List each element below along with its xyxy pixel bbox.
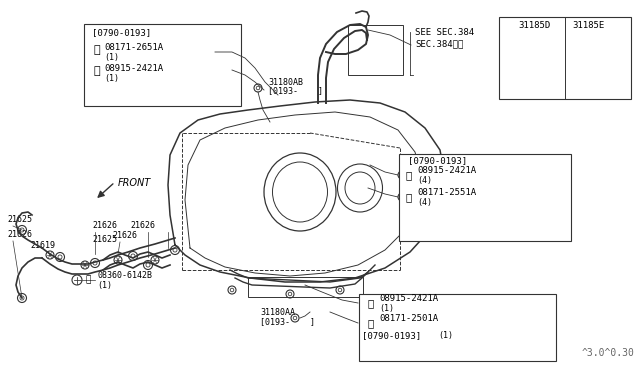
Text: Ⓑ: Ⓑ [368, 318, 374, 328]
Text: Ⓢ: Ⓢ [86, 276, 92, 285]
Text: [0193-    ]: [0193- ] [442, 224, 497, 233]
Text: Ⓑ: Ⓑ [406, 192, 412, 202]
Text: (1): (1) [97, 281, 112, 290]
Text: SEE SEC.384: SEE SEC.384 [415, 28, 474, 37]
Text: (1): (1) [104, 53, 119, 62]
Text: 21626: 21626 [7, 230, 32, 239]
Text: 08915-2421A: 08915-2421A [417, 166, 476, 175]
Text: Ⓑ: Ⓑ [93, 45, 100, 55]
Text: ^3.0^0.30: ^3.0^0.30 [582, 348, 635, 358]
Text: 31180AB: 31180AB [268, 78, 303, 87]
Bar [348, 25, 403, 75]
Text: Ⓑ: Ⓑ [93, 66, 100, 76]
Text: (1): (1) [438, 331, 453, 340]
Text: 08171-2501A: 08171-2501A [379, 314, 438, 323]
Text: 08915-2421A: 08915-2421A [379, 294, 438, 303]
Text: (4): (4) [417, 198, 432, 207]
FancyBboxPatch shape [399, 154, 571, 241]
Text: SEC.384参照: SEC.384参照 [415, 39, 463, 48]
Text: 08171-2651A: 08171-2651A [104, 43, 163, 52]
Text: 21626: 21626 [112, 231, 137, 240]
FancyBboxPatch shape [499, 17, 631, 99]
Text: (1): (1) [379, 304, 394, 313]
Text: 21626: 21626 [130, 221, 155, 230]
Text: 08171-2551A: 08171-2551A [417, 188, 476, 197]
Text: Ⓜ: Ⓜ [406, 170, 412, 180]
Text: [0790-0193]: [0790-0193] [362, 331, 421, 340]
Text: [0790-0193]: [0790-0193] [92, 28, 151, 37]
Text: 31180AA: 31180AA [260, 308, 295, 317]
FancyBboxPatch shape [359, 294, 556, 361]
Text: [0193-    ]: [0193- ] [260, 317, 315, 326]
Text: [0790-0193]: [0790-0193] [408, 156, 467, 165]
Text: [0193-    ]: [0193- ] [268, 86, 323, 95]
Text: 31185E: 31185E [572, 21, 604, 30]
Text: 21619: 21619 [30, 241, 55, 250]
FancyBboxPatch shape [84, 24, 241, 106]
Text: 21625: 21625 [92, 235, 117, 244]
Text: 31185D: 31185D [518, 21, 550, 30]
Bar [248, 277, 363, 297]
Text: 21625: 21625 [7, 215, 32, 224]
Text: FRONT: FRONT [118, 178, 151, 188]
Text: (1): (1) [104, 74, 119, 83]
Text: 08915-2421A: 08915-2421A [104, 64, 163, 73]
Text: (4): (4) [417, 176, 432, 185]
Text: Ⓜ: Ⓜ [368, 298, 374, 308]
Text: 21626: 21626 [92, 221, 117, 230]
Text: 31180A: 31180A [442, 215, 472, 224]
Text: 08360-6142B: 08360-6142B [97, 271, 152, 280]
